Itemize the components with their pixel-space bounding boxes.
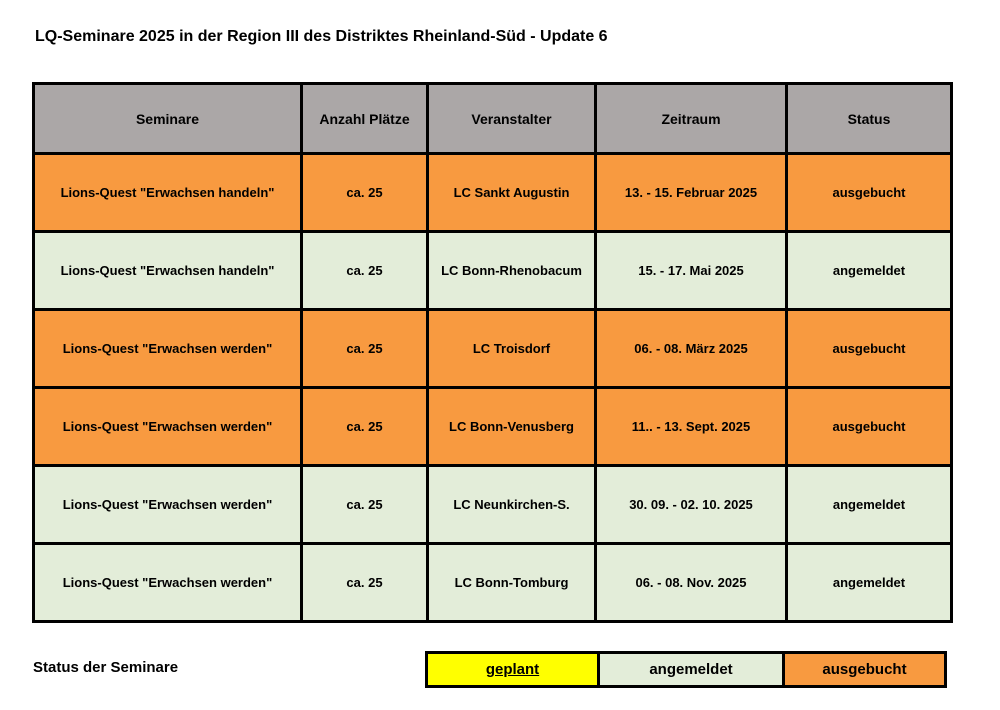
cell-zeitraum: 11.. - 13. Sept. 2025 <box>594 386 788 467</box>
cell-status: ausgebucht <box>785 152 953 233</box>
table-row: Lions-Quest "Erwachsen werden" ca. 25 LC T… <box>32 308 953 389</box>
cell-zeitraum: 06. - 08. Nov. 2025 <box>594 542 788 623</box>
cell-plaetze: ca. 25 <box>300 152 429 233</box>
column-header: Seminare <box>32 82 303 155</box>
column-header: Zeitraum <box>594 82 788 155</box>
cell-seminar: Lions-Quest "Erwachsen handeln" <box>32 230 303 311</box>
cell-veranstalter: LC Sankt Augustin <box>426 152 597 233</box>
cell-plaetze: ca. 25 <box>300 230 429 311</box>
cell-status: angemeldet <box>785 464 953 545</box>
cell-plaetze: ca. 25 <box>300 308 429 389</box>
cell-status: angemeldet <box>785 230 953 311</box>
cell-veranstalter: LC Bonn-Rhenobacum <box>426 230 597 311</box>
legend-item-label: ausgebucht <box>822 661 907 678</box>
table-header-row: Seminare Anzahl Plätze Veranstalter Zeitrau… <box>32 82 953 155</box>
seminar-table: Seminare Anzahl Plätze Veranstalter Zeitrau… <box>32 82 953 623</box>
column-header: Status <box>785 82 953 155</box>
table-row: Lions-Quest "Erwachsen handeln" ca. 25 LC … <box>32 230 953 311</box>
cell-veranstalter: LC Bonn-Venusberg <box>426 386 597 467</box>
column-header: Anzahl Plätze <box>300 82 429 155</box>
table-row: Lions-Quest "Erwachsen werden" ca. 25 LC N… <box>32 464 953 545</box>
legend-item-angemeldet: angemeldet <box>597 654 782 685</box>
table-row: Lions-Quest "Erwachsen werden" ca. 25 LC B… <box>32 542 953 623</box>
cell-seminar: Lions-Quest "Erwachsen werden" <box>32 386 303 467</box>
cell-veranstalter: LC Bonn-Tomburg <box>426 542 597 623</box>
cell-plaetze: ca. 25 <box>300 386 429 467</box>
legend-item-label: geplant <box>485 661 540 678</box>
cell-zeitraum: 30. 09. - 02. 10. 2025 <box>594 464 788 545</box>
table-row: Lions-Quest "Erwachsen werden" ca. 25 LC B… <box>32 386 953 467</box>
cell-status: ausgebucht <box>785 308 953 389</box>
cell-seminar: Lions-Quest "Erwachsen werden" <box>32 308 303 389</box>
page-title: LQ-Seminare 2025 in der Region III des D… <box>35 28 608 45</box>
table-row: Lions-Quest "Erwachsen handeln" ca. 25 LC … <box>32 152 953 233</box>
cell-veranstalter: LC Troisdorf <box>426 308 597 389</box>
cell-zeitraum: 13. - 15. Februar 2025 <box>594 152 788 233</box>
column-header: Veranstalter <box>426 82 597 155</box>
cell-plaetze: ca. 25 <box>300 464 429 545</box>
legend-item-label: angemeldet <box>649 661 733 678</box>
cell-status: ausgebucht <box>785 386 953 467</box>
cell-plaetze: ca. 25 <box>300 542 429 623</box>
cell-status: angemeldet <box>785 542 953 623</box>
status-legend: geplant angemeldet ausgebucht <box>425 651 947 688</box>
cell-seminar: Lions-Quest "Erwachsen werden" <box>32 464 303 545</box>
cell-zeitraum: 15. - 17. Mai 2025 <box>594 230 788 311</box>
cell-zeitraum: 06. - 08. März 2025 <box>594 308 788 389</box>
cell-veranstalter: LC Neunkirchen-S. <box>426 464 597 545</box>
legend-item-ausgebucht: ausgebucht <box>782 654 944 685</box>
legend-title: Status der Seminare <box>33 659 179 676</box>
cell-seminar: Lions-Quest "Erwachsen werden" <box>32 542 303 623</box>
seminar-table-body: Lions-Quest "Erwachsen handeln" ca. 25 LC … <box>32 152 953 623</box>
cell-seminar: Lions-Quest "Erwachsen handeln" <box>32 152 303 233</box>
legend-item-geplant: geplant <box>428 654 597 685</box>
